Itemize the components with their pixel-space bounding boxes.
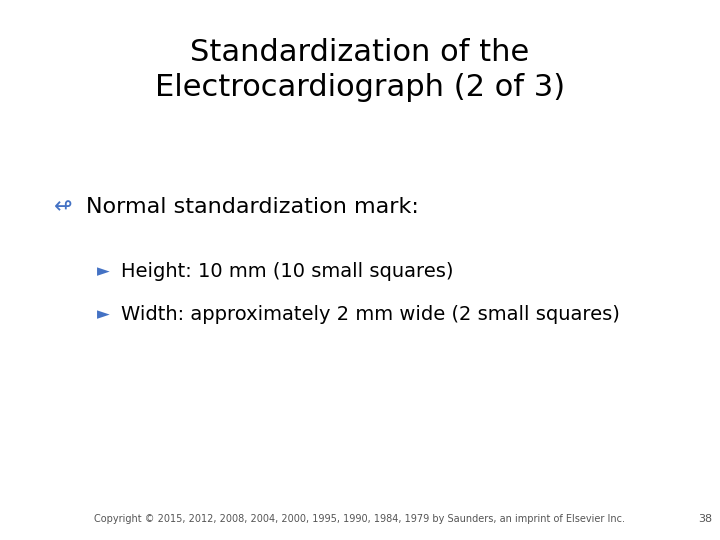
Text: ►: ► [97, 305, 110, 323]
Text: Normal standardization mark:: Normal standardization mark: [86, 197, 419, 217]
Text: Standardization of the
Electrocardiograph (2 of 3): Standardization of the Electrocardiograp… [155, 38, 565, 102]
Text: 38: 38 [698, 514, 713, 524]
Text: Height: 10 mm (10 small squares): Height: 10 mm (10 small squares) [121, 262, 454, 281]
Text: ►: ► [97, 262, 110, 280]
Text: Copyright © 2015, 2012, 2008, 2004, 2000, 1995, 1990, 1984, 1979 by Saunders, an: Copyright © 2015, 2012, 2008, 2004, 2000… [94, 514, 626, 524]
Text: ↫: ↫ [54, 197, 73, 217]
Text: Width: approximately 2 mm wide (2 small squares): Width: approximately 2 mm wide (2 small … [121, 305, 620, 324]
